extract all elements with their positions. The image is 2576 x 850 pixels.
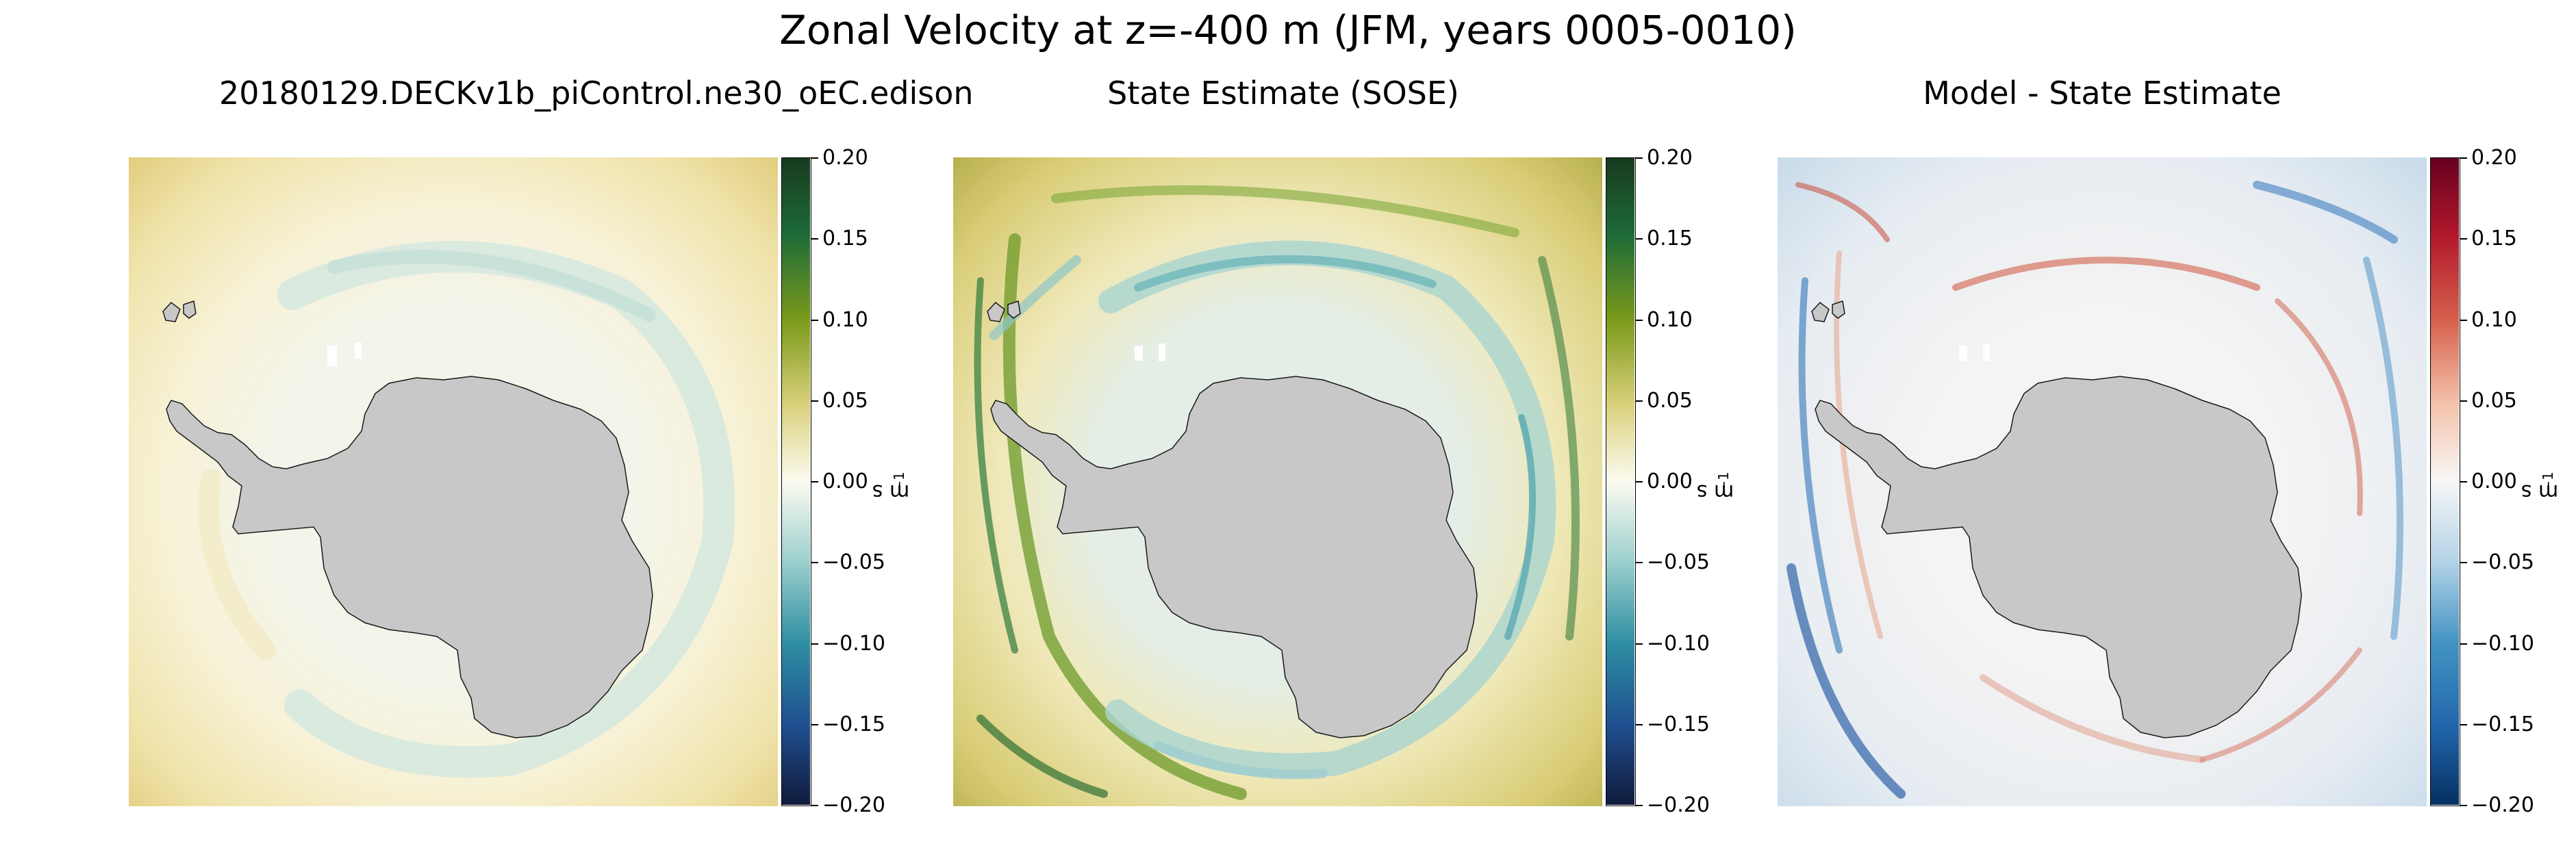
colorbar-tick-label: 0.15 [822,227,868,251]
colorbar-tick-label: −0.10 [822,631,885,656]
panel-title-obs: State Estimate (SOSE) [1107,75,1459,112]
colorbar-tick-label: −0.15 [1647,712,1710,736]
colorbar-tick-label: 0.20 [1647,146,1693,170]
colorbar-tick-label: −0.20 [822,793,885,817]
colorbar-obs [1606,157,1636,806]
colorbar-tick-label: 0.15 [1647,227,1693,251]
figure-title: Zonal Velocity at z=-400 m (JFM, years 0… [779,7,1797,53]
colorbar-tick-label: −0.20 [1647,793,1710,817]
colorbar-tick-label: −0.10 [2471,631,2534,656]
colorbar-tick-label: 0.05 [822,388,868,413]
colorbar-tick-label: 0.00 [2471,469,2517,493]
colorbar-tick-label: −0.05 [2471,550,2534,575]
colorbar-ticks-model: 0.20 0.15 0.10 0.05 0.00 −0.05 −0.10 −0.15 −0.20 [811,146,914,817]
colorbar-tick-label: −0.10 [1647,631,1710,656]
colorbar-tick-label: 0.00 [1647,469,1693,493]
colorbar-tick-label: 0.00 [822,469,868,493]
colorbar-ticks-obs: 0.20 0.15 0.10 0.05 0.00 −0.05 −0.10 −0.15 −0.20 [1636,146,1739,817]
colorbar-tick-label: 0.20 [822,146,868,170]
colorbar-tick-label: 0.10 [1647,307,1693,332]
colorbar-ticks-bias: 0.20 0.15 0.10 0.05 0.00 −0.05 −0.10 −0.15 −0.20 [2460,146,2563,817]
colorbar-tick-label: 0.05 [1647,388,1693,413]
colorbar-tick-label: 0.05 [2471,388,2517,413]
colorbar-tick-label: −0.05 [1647,550,1710,575]
map-model [129,157,778,806]
colorbar-tick-label: 0.10 [822,307,868,332]
map-obs [953,157,1602,806]
colorbar-tick-label: −0.20 [2471,793,2534,817]
panel-title-bias: Model - State Estimate [1923,75,2282,112]
colorbar-tick-label: 0.20 [2471,146,2517,170]
colorbar-tick-label: −0.15 [822,712,885,736]
colorbar-bias [2430,157,2460,806]
colorbar-model [781,157,811,806]
colorbar-tick-label: 0.10 [2471,307,2517,332]
colorbar-tick-label: 0.15 [2471,227,2517,251]
colorbar-tick-label: −0.15 [2471,712,2534,736]
colorbar-tick-label: −0.05 [822,550,885,575]
panel-title-model: 20180129.DECKv1b_piControl.ne30_oEC.edis… [219,75,974,112]
map-bias [1778,157,2427,806]
